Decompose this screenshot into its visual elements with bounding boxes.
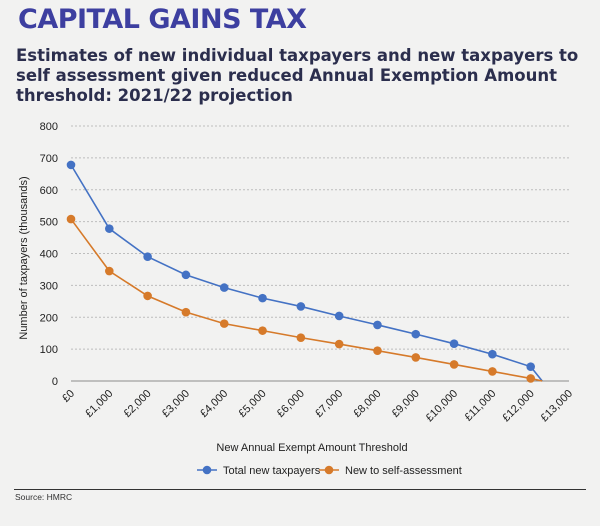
data-point [105,224,114,233]
x-tick-label: £3,000 [160,388,192,420]
x-tick-label: £9,000 [390,388,422,420]
data-point [143,291,152,301]
source-note: Source: HMRC [15,492,73,502]
data-point [296,333,306,342]
data-point [258,326,267,335]
legend-label: Total new taxpayers [223,465,321,477]
y-tick-label: 0 [52,376,58,388]
y-axis-label: Number of taxpayers (thousands) [18,176,30,339]
x-axis-label: New Annual Exempt Amount Threshold [216,442,407,454]
y-tick-label: 800 [40,121,58,133]
x-tick-label: £6,000 [275,388,307,420]
data-point [258,293,267,303]
x-tick-label: £4,000 [198,388,230,420]
data-point [181,307,191,317]
x-tick-label: £2,000 [121,388,153,420]
chart-subtitle: Estimates of new individual taxpayers an… [16,46,579,105]
x-tick-label: £1,000 [83,388,115,420]
data-point [296,302,306,311]
y-tick-label: 600 [40,185,58,197]
data-point [105,266,114,276]
data-point [219,283,229,292]
y-tick-label: 500 [40,217,58,229]
data-point [373,320,382,330]
x-tick-label: £13,000 [539,388,576,425]
data-point [219,319,229,328]
data-point [66,214,76,224]
x-tick-label: £7,000 [313,388,345,420]
x-tick-label: £11,000 [462,388,498,424]
data-point [526,362,535,371]
y-tick-label: 400 [40,249,58,261]
x-tick-label: £12,000 [500,388,537,425]
data-point [449,360,459,369]
data-point [411,353,421,362]
data-point [411,329,421,339]
legend-label: New to self-assessment [345,465,462,477]
data-point [66,160,76,170]
x-tick-label: £8,000 [351,388,383,420]
data-point [488,349,497,359]
data-point [143,252,152,261]
y-tick-label: 200 [40,312,58,324]
y-tick-label: 100 [40,344,58,356]
data-point [334,339,344,349]
series-line [70,164,543,382]
series [66,160,543,383]
x-tick-label: £0 [60,388,77,405]
legend-marker [202,465,212,475]
data-point [488,367,497,376]
series-line [70,218,543,382]
y-tick-label: 700 [40,153,58,165]
legend-marker [324,465,334,475]
x-tick-label: £5,000 [236,388,268,420]
x-tick-label: £10,000 [424,388,461,425]
data-point [526,374,535,383]
data-point [181,270,191,280]
gridlines [71,125,569,350]
footer-divider [14,489,586,490]
data-point [449,339,459,349]
legend: Total new taxpayers New to self-assessmen… [197,465,462,477]
data-point [334,311,344,321]
y-tick-label: 300 [40,280,58,292]
data-point [373,346,382,356]
page-title: CAPITAL GAINS TAX [18,4,307,35]
